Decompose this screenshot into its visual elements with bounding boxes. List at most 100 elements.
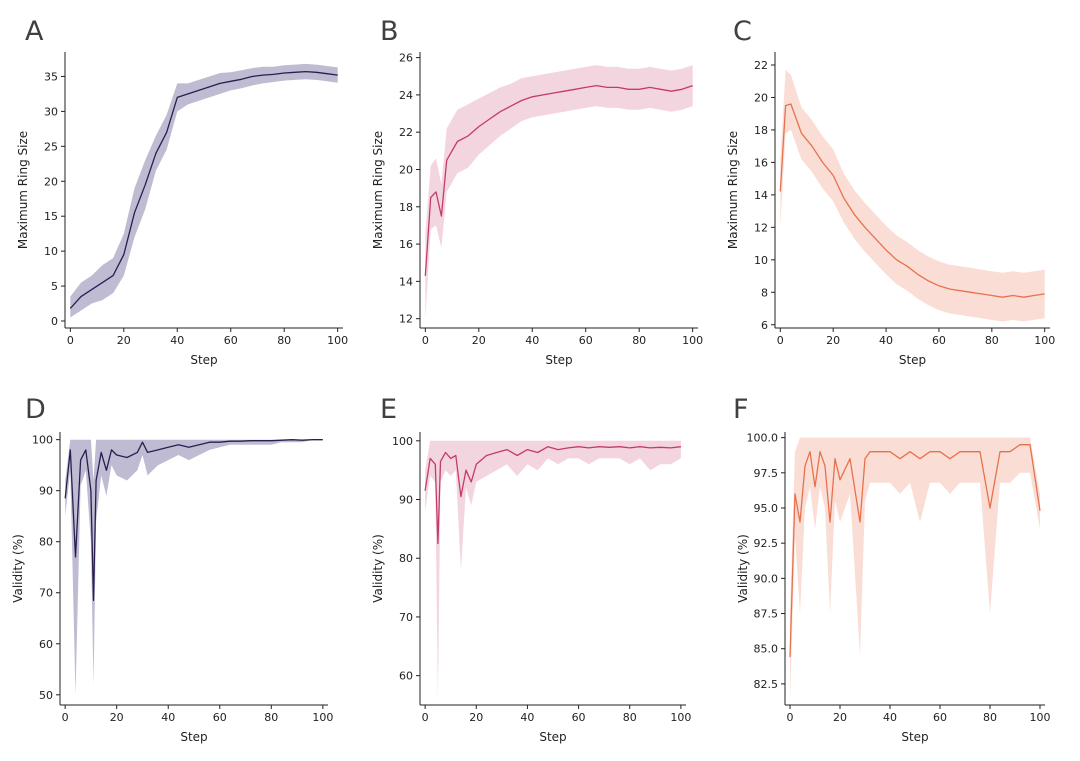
panel-letter: E (380, 394, 397, 425)
series-line (789, 444, 1041, 658)
x-tick-label: 80 (985, 334, 999, 347)
y-tick-label: 18 (754, 124, 768, 137)
series-line (64, 439, 323, 602)
x-tick-label: 60 (933, 711, 947, 724)
x-axis-title: Step (539, 730, 566, 744)
series-line (69, 70, 338, 309)
y-tick-label: 12 (399, 313, 413, 326)
y-tick-label: 25 (44, 140, 58, 153)
y-tick-label: 14 (754, 189, 768, 202)
x-axis-title: Step (180, 730, 207, 744)
y-tick-label: 18 (399, 201, 413, 214)
y-tick-label: 60 (39, 638, 53, 651)
y-tick-label: 15 (44, 210, 58, 223)
y-axis-title: Validity (%) (371, 534, 385, 603)
y-tick-label: 90 (39, 485, 53, 498)
panel-letter: D (25, 394, 46, 425)
confidence-band (425, 440, 681, 700)
x-tick-label: 0 (422, 711, 429, 724)
x-tick-label: 80 (632, 334, 646, 347)
x-tick-label: 100 (670, 711, 691, 724)
y-tick-label: 70 (399, 611, 413, 624)
y-tick-label: 20 (399, 163, 413, 176)
chart-d: D 0 20 40 60 80 100 50 60 70 80 90 100 Step Validity … (11, 394, 333, 744)
x-tick-label: 20 (826, 334, 840, 347)
y-tick-label: 92.5 (754, 537, 779, 550)
y-tick-label: 80 (39, 536, 53, 549)
y-tick-label: 20 (754, 91, 768, 104)
series-line (424, 84, 693, 276)
chart-a: A 0 20 40 60 80 100 0 5 10 15 20 25 30 35 Step Maximum … (16, 16, 348, 367)
y-tick-label: 24 (399, 89, 413, 102)
x-tick-label: 100 (682, 334, 703, 347)
x-axis-title: Step (901, 730, 928, 744)
y-tick-label: 90 (399, 494, 413, 507)
x-tick-label: 80 (264, 711, 278, 724)
series-line (424, 446, 681, 545)
y-tick-label: 22 (754, 59, 768, 72)
x-tick-label: 0 (787, 711, 794, 724)
y-tick-label: 6 (761, 319, 768, 332)
confidence-band (65, 439, 323, 695)
x-tick-label: 40 (161, 711, 175, 724)
y-tick-label: 60 (399, 670, 413, 683)
y-tick-label: 16 (399, 238, 413, 251)
x-tick-label: 0 (67, 334, 74, 347)
x-tick-label: 40 (883, 711, 897, 724)
y-tick-label: 10 (44, 245, 58, 258)
x-tick-label: 60 (213, 711, 227, 724)
x-tick-label: 80 (983, 711, 997, 724)
chart-b: B 0 20 40 60 80 100 12 14 16 18 20 22 24 26 Step Maximu… (371, 16, 703, 367)
panel-c: C 0 20 40 60 80 100 6 8 10 12 14 16 18 20 22 Step Maximu… (720, 0, 1080, 380)
y-tick-label: 16 (754, 156, 768, 169)
y-tick-label: 95.0 (754, 502, 779, 515)
y-tick-label: 85.0 (754, 643, 779, 656)
chart-e: E 0 20 40 60 80 100 60 70 80 90 100 Step Validity (%… (371, 394, 691, 744)
x-tick-label: 100 (1034, 334, 1055, 347)
x-tick-label: 20 (110, 711, 124, 724)
series-line (779, 103, 1045, 298)
y-tick-label: 26 (399, 52, 413, 65)
x-tick-label: 100 (327, 334, 348, 347)
x-tick-label: 20 (833, 711, 847, 724)
x-tick-label: 40 (525, 334, 539, 347)
x-tick-label: 60 (579, 334, 593, 347)
x-axis-title: Step (545, 353, 572, 367)
confidence-band (790, 437, 1040, 703)
y-axis-title: Validity (%) (736, 534, 750, 603)
x-tick-label: 80 (277, 334, 291, 347)
confidence-band (70, 63, 338, 318)
y-tick-label: 35 (44, 70, 58, 83)
x-tick-label: 60 (932, 334, 946, 347)
y-tick-label: 30 (44, 105, 58, 118)
panel-letter: C (733, 16, 752, 47)
y-tick-label: 80 (399, 552, 413, 565)
y-tick-label: 20 (44, 175, 58, 188)
x-axis-title: Step (899, 353, 926, 367)
panel-b: B 0 20 40 60 80 100 12 14 16 18 20 22 24 26 Step Maximu… (360, 0, 720, 380)
y-tick-label: 100 (32, 434, 53, 447)
y-tick-label: 82.5 (754, 678, 779, 691)
x-tick-label: 60 (224, 334, 238, 347)
x-tick-label: 20 (117, 334, 131, 347)
y-tick-label: 14 (399, 275, 413, 288)
chart-f: F 0 20 40 60 80 100 82.5 85.0 87.5 90.0 92.5 95.0 97… (733, 394, 1051, 744)
y-tick-label: 100.0 (747, 432, 779, 445)
x-tick-label: 0 (777, 334, 784, 347)
confidence-band (425, 65, 693, 319)
panel-a: A 0 20 40 60 80 100 0 5 10 15 20 25 30 35 Step Maximum … (0, 0, 360, 380)
x-tick-label: 20 (469, 711, 483, 724)
y-tick-label: 10 (754, 254, 768, 267)
y-tick-label: 90.0 (754, 572, 779, 585)
chart-c: C 0 20 40 60 80 100 6 8 10 12 14 16 18 20 22 Step Maximu… (726, 16, 1055, 367)
y-tick-label: 5 (51, 280, 58, 293)
y-axis-title: Maximum Ring Size (16, 131, 30, 249)
y-tick-label: 12 (754, 221, 768, 234)
panel-letter: A (25, 16, 44, 47)
y-tick-label: 22 (399, 126, 413, 139)
x-tick-label: 60 (572, 711, 586, 724)
y-tick-label: 0 (51, 315, 58, 328)
y-axis-title: Validity (%) (11, 534, 25, 603)
y-tick-label: 100 (392, 435, 413, 448)
panel-f: F 0 20 40 60 80 100 82.5 85.0 87.5 90.0 92.5 95.0 97… (720, 380, 1080, 761)
